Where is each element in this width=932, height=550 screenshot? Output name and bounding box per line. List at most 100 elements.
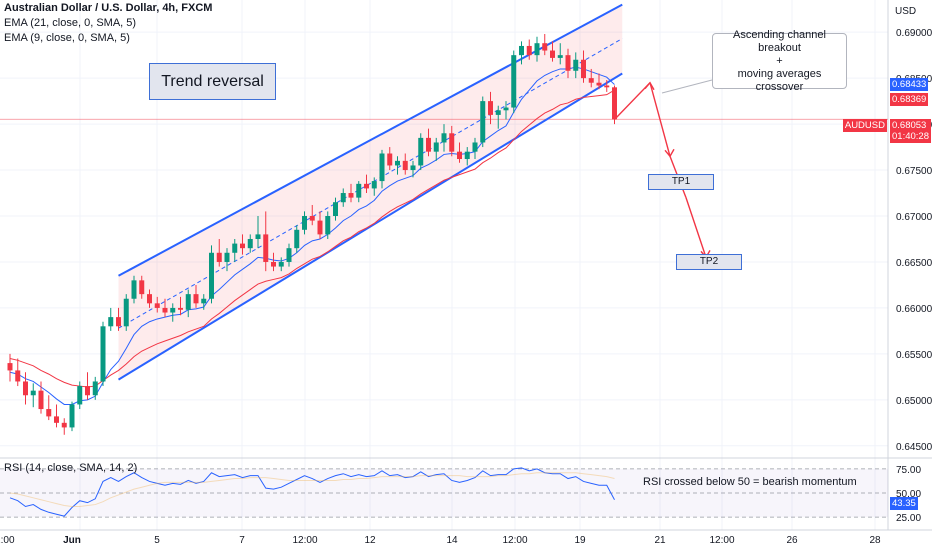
- projection-segment: [613, 82, 651, 120]
- countdown: 01:40:28: [892, 131, 929, 142]
- callout-pointer: [661, 79, 713, 94]
- time-axis-label: 19: [574, 535, 586, 546]
- time-axis-label: 12:00: [0, 535, 15, 546]
- candle-body: [108, 317, 114, 327]
- ema9-legend[interactable]: EMA (9, close, 0, SMA, 5): [4, 32, 130, 44]
- candle-body: [418, 137, 424, 166]
- candle-body: [441, 133, 447, 143]
- candle-body: [224, 252, 230, 262]
- candle: [449, 125, 455, 157]
- rsi-note: RSI crossed below 50 = bearish momentum: [643, 476, 857, 488]
- trend-reversal-text: Trend reversal: [161, 72, 264, 90]
- candle: [433, 137, 439, 161]
- candle-body: [139, 280, 145, 295]
- candle-body: [201, 298, 207, 304]
- time-axis-label: 14: [446, 535, 458, 546]
- candle-body: [333, 202, 338, 217]
- ema21-line: [9, 89, 615, 388]
- candle-body: [240, 243, 245, 249]
- candle-body: [480, 101, 486, 143]
- callout-bubble[interactable]: Ascending channel breakout + moving aver…: [712, 29, 847, 93]
- candle-body: [100, 326, 106, 382]
- candle: [480, 96, 486, 148]
- candle-body: [7, 363, 13, 371]
- time-axis-label: 12:00: [292, 535, 317, 546]
- candle-body: [193, 294, 199, 304]
- price-axis-currency: USD: [895, 6, 916, 17]
- candle-body: [565, 55, 571, 71]
- time-axis-label: 12:00: [709, 535, 734, 546]
- time-axis-label: 5: [154, 535, 160, 546]
- candle-body: [612, 87, 617, 120]
- ema21-legend[interactable]: EMA (21, close, 0, SMA, 5): [4, 17, 137, 29]
- candle-body: [588, 78, 594, 83]
- candle: [379, 149, 385, 189]
- candle: [317, 211, 323, 239]
- candle-body: [302, 216, 307, 230]
- candle: [604, 79, 610, 92]
- time-axis-label: 12: [364, 535, 376, 546]
- candle: [240, 234, 245, 255]
- candle-body: [534, 43, 540, 56]
- candle-body: [46, 409, 52, 417]
- candle: [526, 39, 532, 60]
- candle: [503, 101, 509, 120]
- candle-body: [511, 55, 517, 108]
- candle: [596, 73, 602, 90]
- candle-body: [216, 252, 222, 262]
- candle: [38, 381, 44, 414]
- candle: [69, 401, 75, 432]
- candle-body: [77, 386, 83, 405]
- candle-body: [449, 133, 455, 152]
- candle: [495, 105, 501, 129]
- candle: [340, 188, 346, 207]
- candle: [426, 128, 431, 157]
- last-price-symbol: AUDUSD: [842, 119, 887, 132]
- projection-arrowhead: [644, 81, 655, 91]
- candle: [581, 50, 586, 83]
- candle: [232, 238, 238, 262]
- candle: [457, 142, 462, 163]
- candle-body: [185, 294, 191, 310]
- trend-reversal-label[interactable]: Trend reversal: [149, 63, 276, 100]
- price-axis-tick: 0.66500: [896, 258, 932, 269]
- candle-body: [247, 238, 253, 249]
- candle-body: [85, 386, 90, 396]
- candle-body: [402, 160, 408, 171]
- candle-body: [123, 298, 129, 327]
- candle: [131, 275, 137, 304]
- candle: [271, 252, 276, 272]
- candle: [54, 404, 59, 428]
- tp1-label[interactable]: TP1: [648, 174, 714, 190]
- candle: [170, 303, 176, 322]
- price-axis-tick: 0.67500: [896, 166, 932, 177]
- candle-body: [464, 151, 470, 160]
- callout-line-2: +: [776, 54, 783, 67]
- candle-body: [325, 216, 331, 235]
- candle: [511, 50, 517, 114]
- candle: [216, 238, 222, 267]
- candle-body: [54, 416, 59, 423]
- tp2-label[interactable]: TP2: [676, 254, 742, 270]
- candle: [154, 296, 160, 313]
- rsi-legend[interactable]: RSI (14, close, SMA, 14, 2): [4, 462, 138, 474]
- candle: [588, 68, 594, 88]
- candle-body: [557, 55, 563, 58]
- candle: [116, 307, 121, 331]
- candle-body: [131, 280, 137, 299]
- candle-body: [379, 153, 385, 182]
- candle: [263, 211, 269, 272]
- candle: [441, 124, 447, 152]
- rsi-axis-tick: 25.00: [896, 513, 921, 524]
- time-axis-label: 21: [654, 535, 666, 546]
- ema9-price-tag: 0.68433: [890, 78, 929, 91]
- candle-body: [271, 261, 276, 267]
- time-axis-label: 7: [239, 535, 245, 546]
- candles: [7, 34, 617, 435]
- price-axis-tick: 0.65000: [896, 396, 932, 407]
- candle: [278, 257, 284, 272]
- candle: [402, 153, 408, 175]
- candle-body: [356, 183, 362, 198]
- candle: [325, 211, 331, 239]
